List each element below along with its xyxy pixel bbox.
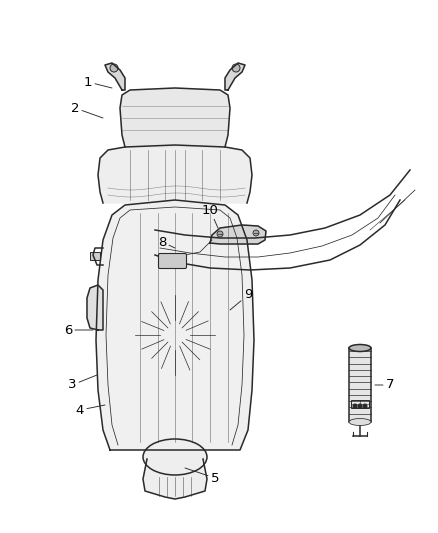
Circle shape — [353, 404, 357, 408]
Bar — [90, 252, 100, 260]
Text: 9: 9 — [230, 288, 252, 310]
Polygon shape — [105, 63, 125, 90]
Bar — [349, 348, 371, 423]
Bar — [351, 400, 369, 408]
Polygon shape — [98, 145, 252, 203]
Circle shape — [217, 231, 223, 237]
Circle shape — [363, 404, 367, 408]
Polygon shape — [96, 200, 254, 450]
Text: 10: 10 — [201, 204, 219, 228]
Text: 5: 5 — [185, 468, 219, 484]
Circle shape — [358, 404, 362, 408]
Text: 2: 2 — [71, 101, 103, 118]
Circle shape — [253, 230, 259, 236]
Polygon shape — [210, 225, 266, 244]
Ellipse shape — [349, 418, 371, 425]
Circle shape — [110, 64, 118, 72]
Text: 7: 7 — [375, 378, 394, 392]
Ellipse shape — [143, 439, 207, 475]
Text: 6: 6 — [64, 324, 93, 336]
Circle shape — [232, 64, 240, 72]
Polygon shape — [120, 88, 230, 147]
Text: 8: 8 — [158, 236, 175, 248]
Text: 3: 3 — [68, 375, 97, 392]
FancyBboxPatch shape — [159, 254, 187, 269]
Text: 1: 1 — [84, 76, 112, 88]
Ellipse shape — [349, 344, 371, 351]
Polygon shape — [225, 63, 245, 90]
Text: 4: 4 — [76, 403, 105, 416]
Polygon shape — [87, 285, 103, 330]
Polygon shape — [143, 459, 207, 499]
